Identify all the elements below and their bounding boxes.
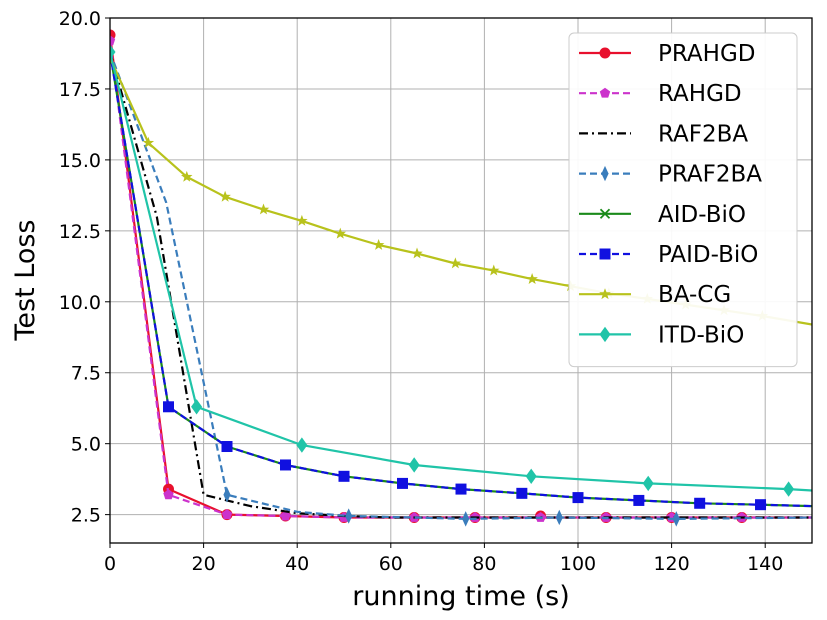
data-point-ba-cg [488,264,500,276]
data-point-paid-bio [694,497,706,509]
data-point-paid-bio [221,441,233,453]
y-tick-label: 20.0 [59,8,101,30]
legend-label: AID-BiO [658,202,746,228]
data-point-rahgd [163,489,174,500]
plot-frame [109,17,813,544]
marker-stroke [599,208,611,219]
legend-box [568,32,798,368]
x-tick-label: 100 [560,553,596,575]
legend-marker [599,47,611,59]
data-point-itd-bio [783,481,795,497]
y-tick-label: 7.5 [71,363,101,385]
legend-item-paid-bio: PAID-BiO [579,242,758,268]
legend: PRAHGD RAHGD RAF2BA PRAF2BA AID-BiO PAID-BiO B… [568,32,798,368]
legend-item-prahgd: PRAHGD [579,41,755,67]
y-axis-label: Test Loss [10,220,41,342]
data-point-ba-cg [257,203,270,215]
y-tick-label: 5.0 [71,434,101,456]
y-tick-label: 15.0 [59,150,101,172]
data-point-ba-cg [296,214,308,226]
legend-item-itd-bio: ITD-BiO [579,322,744,348]
data-point-ba-cg [411,247,423,259]
x-tick-label: 0 [104,553,116,575]
data-point-paid-bio [572,492,584,504]
data-point-paid-bio [397,477,408,489]
series-line-itd-bio [110,51,812,492]
data-point-paid-bio [755,499,767,511]
data-point-ba-cg [181,170,193,182]
x-axis-label: running time (s) [352,581,570,612]
data-point-itd-bio [642,475,654,492]
x-tick-label: 80 [472,553,496,575]
x-tick-label: 20 [192,553,216,575]
data-point-itd-bio [110,44,116,60]
legend-item-aid-bio: AID-BiO [579,202,746,228]
legend-label: BA-CG [658,282,731,308]
ticks: 0 20 40 60 80 100 120 140 2.5 5.0 7.5 10.0 12.5 15.0 1… [59,8,784,575]
legend-label: PRAHGD [658,41,755,67]
y-tick-label: 10.0 [59,292,101,314]
data-point-praf2ba [555,509,563,526]
data-point-paid-bio [163,401,174,413]
data-point-ba-cg [219,190,231,202]
data-point-praf2ba [223,487,231,503]
legend-marker [599,208,611,219]
data-point-itd-bio [408,457,420,473]
legend-label: PAID-BiO [658,242,758,268]
legend-marker [599,288,611,300]
data-point-ba-cg [372,239,385,250]
y-tick-label: 2.5 [71,505,101,527]
data-point-paid-bio [516,487,528,499]
x-tick-label: 120 [653,553,689,575]
data-point-ba-cg [449,257,462,269]
series-praf2ba [110,44,812,527]
data-point-ba-cg [142,136,155,148]
legend-marker [601,165,609,182]
legend-marker [599,326,611,343]
data-point-ba-cg [526,273,538,284]
data-point-itd-bio [525,468,537,485]
data-point-paid-bio [338,470,350,482]
data-point-itd-bio [191,399,203,415]
data-point-paid-bio [633,494,645,506]
data-point-rahgd [110,35,116,46]
data-point-praf2ba [672,511,680,527]
x-tick-label: 140 [747,553,783,575]
data-point-itd-bio [296,437,308,453]
series-paid-bio [110,51,812,511]
x-tick-label: 40 [285,553,309,575]
data-point-praf2ba [345,508,353,524]
series-line-praf2ba [110,51,812,521]
data-point-rahgd [280,510,291,521]
legend-item-ba-cg: BA-CG [579,282,731,308]
data-point-paid-bio [280,459,291,471]
data-point-ba-cg [334,227,346,239]
legend-item-rahgd: RAHGD [579,81,742,107]
legend-item-raf2ba: RAF2BA [579,121,748,147]
legend-label: RAHGD [658,81,742,107]
y-tick-label: 17.5 [59,79,101,101]
data-point-praf2ba [462,511,470,527]
data-point-rahgd [221,509,233,520]
legend-label: PRAF2BA [658,162,762,188]
series-line-rahgd [110,40,812,519]
legend-item-praf2ba: PRAF2BA [579,162,762,188]
data-point-paid-bio [455,483,467,495]
legend-label: RAF2BA [658,121,748,147]
series-itd-bio [110,44,812,497]
x-tick-label: 60 [379,553,403,575]
legend-marker [599,87,611,98]
legend-marker [599,248,611,260]
y-tick-label: 12.5 [59,221,101,243]
legend-label: ITD-BiO [658,322,744,348]
